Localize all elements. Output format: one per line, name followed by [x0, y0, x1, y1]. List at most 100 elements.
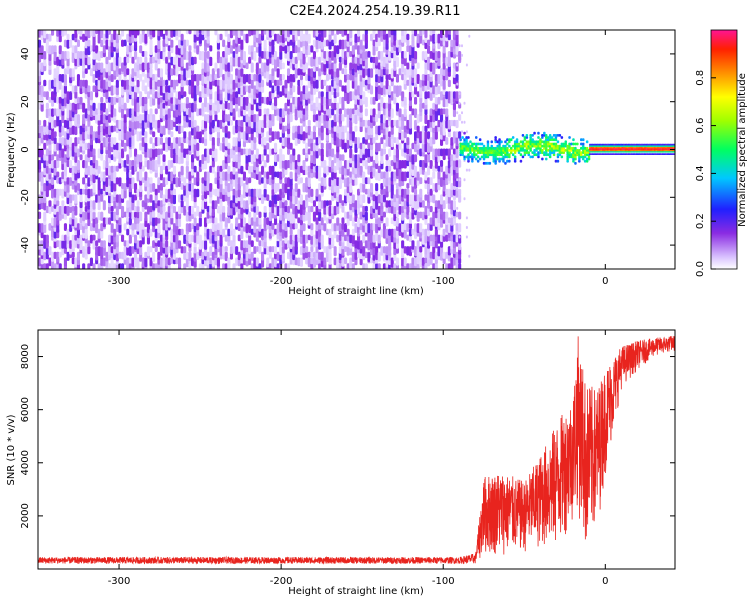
- heatmap-cell: [403, 125, 407, 133]
- heatmap-cell: [502, 149, 505, 152]
- heatmap-cell: [58, 125, 62, 133]
- heatmap-cell: [154, 217, 158, 226]
- heatmap-cell: [414, 85, 418, 95]
- heatmap-cell: [188, 205, 192, 216]
- heatmap-cell: [157, 177, 161, 186]
- heatmap-cell: [362, 51, 366, 61]
- heatmap-cell: [406, 119, 410, 130]
- heatmap-cell: [144, 114, 148, 123]
- heatmap-cell: [170, 102, 174, 112]
- heatmap-cell: [232, 240, 236, 249]
- heatmap-cell: [411, 45, 415, 55]
- heatmap-cell: [592, 150, 595, 153]
- heatmap-cell: [87, 125, 91, 135]
- heatmap-cell: [297, 39, 301, 48]
- heatmap-cell: [51, 251, 55, 262]
- heatmap-cell: [180, 200, 184, 208]
- heatmap-cell: [548, 155, 552, 159]
- heatmap-cell: [95, 114, 99, 124]
- heatmap-cell: [299, 108, 303, 119]
- heatmap-cell: [188, 45, 192, 52]
- heatmap-cell: [349, 51, 353, 57]
- heatmap-cell: [419, 251, 423, 262]
- heatmap-cell: [268, 165, 272, 176]
- heatmap-cell: [165, 228, 169, 237]
- heatmap-cell: [196, 142, 200, 151]
- heatmap-cell: [105, 251, 109, 262]
- heatmap-cell: [359, 251, 363, 260]
- heatmap-cell: [167, 137, 171, 147]
- heatmap-cell: [136, 96, 140, 103]
- heatmap-cell: [237, 68, 241, 79]
- heatmap-cell: [344, 246, 348, 252]
- heatmap-cell: [214, 154, 218, 162]
- heatmap-cell: [240, 165, 244, 175]
- heatmap-cell: [211, 200, 215, 210]
- heatmap-cell: [287, 45, 291, 52]
- heatmap-cell: [87, 102, 91, 111]
- heatmap-cell: [250, 165, 254, 173]
- heatmap-cell: [434, 51, 438, 62]
- heatmap-cell: [178, 102, 182, 113]
- heatmap-cell: [56, 56, 60, 66]
- heatmap-cell: [76, 223, 80, 231]
- heatmap-cell: [452, 154, 456, 161]
- heatmap-cell: [465, 168, 468, 172]
- heatmap-cell: [79, 223, 83, 230]
- heatmap-cell: [191, 234, 195, 242]
- heatmap-cell: [191, 205, 195, 215]
- heatmap-cell: [95, 108, 99, 115]
- heatmap-cell: [578, 149, 581, 152]
- heatmap-cell: [235, 96, 239, 105]
- heatmap-cell: [414, 74, 418, 84]
- heatmap-cell: [429, 114, 433, 123]
- heatmap-cell: [185, 137, 189, 144]
- heatmap-cell: [216, 228, 220, 237]
- heatmap-cell: [318, 194, 322, 202]
- heatmap-cell: [131, 56, 135, 64]
- heatmap-cell: [144, 102, 148, 112]
- heatmap-cell: [271, 165, 275, 176]
- heatmap-cell: [113, 108, 117, 117]
- heatmap-cell: [513, 151, 517, 154]
- heatmap-cell: [525, 146, 529, 150]
- heatmap-cell: [152, 183, 156, 192]
- heatmap-cell: [393, 85, 397, 94]
- heatmap-cell: [250, 188, 254, 198]
- heatmap-cell: [595, 145, 598, 147]
- heatmap-cell: [144, 228, 148, 237]
- heatmap-cell: [271, 39, 275, 47]
- heatmap-cell: [318, 114, 322, 122]
- heatmap-cell: [263, 240, 267, 249]
- heatmap-cell: [95, 137, 99, 144]
- heatmap-cell: [255, 148, 259, 159]
- heatmap-cell: [38, 62, 42, 71]
- heatmap-cell: [162, 205, 166, 212]
- heatmap-cell: [539, 149, 542, 152]
- heatmap-cell: [545, 134, 548, 137]
- heatmap-cell: [63, 85, 67, 94]
- heatmap-cell: [229, 205, 233, 216]
- heatmap-cell: [338, 96, 342, 105]
- heatmap-cell: [437, 51, 441, 59]
- heatmap-cell: [336, 257, 340, 268]
- heatmap-cell: [172, 68, 176, 76]
- heatmap-cell: [541, 151, 544, 154]
- heatmap-cell: [126, 154, 130, 164]
- heatmap-cell: [486, 151, 490, 154]
- heatmap-cell: [305, 33, 309, 42]
- heatmap-cell: [185, 154, 189, 162]
- heatmap-cell: [178, 257, 182, 268]
- heatmap-cell: [519, 153, 523, 157]
- heatmap-cell: [242, 51, 246, 61]
- heatmap-cell: [299, 125, 303, 135]
- heatmap-cell: [76, 51, 80, 61]
- heatmap-cell: [281, 125, 285, 134]
- heatmap-cell: [134, 205, 138, 212]
- heatmap-cell: [543, 151, 546, 154]
- heatmap-cell: [419, 131, 423, 141]
- heatmap-cell: [276, 68, 280, 78]
- heatmap-cell: [204, 30, 208, 39]
- heatmap-cell: [108, 79, 112, 88]
